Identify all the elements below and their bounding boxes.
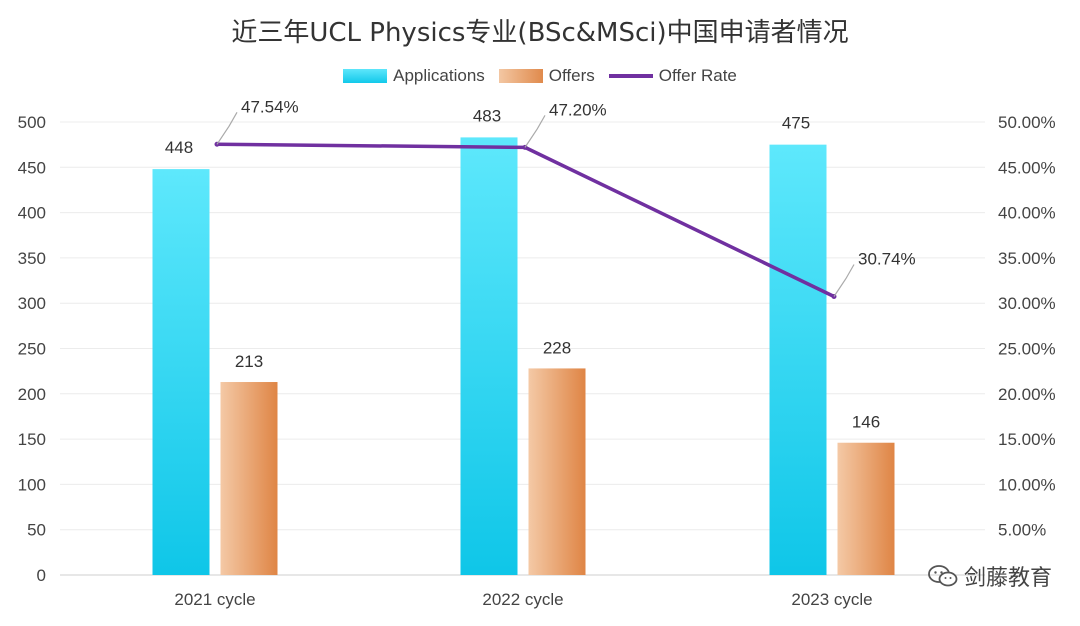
y-right-tick-label: 40.00% — [998, 204, 1056, 223]
data-label-applications: 448 — [165, 138, 193, 157]
legend-item-offer-rate: Offer Rate — [608, 66, 737, 86]
legend-swatch-applications — [343, 69, 388, 83]
bar-offers — [220, 382, 278, 575]
bar-applications — [769, 144, 827, 575]
leader-line-offer-rate — [216, 111, 238, 145]
y-left-tick-label: 0 — [37, 566, 46, 585]
chart-title: 近三年UCL Physics专业(BSc&MSci)中国申请者情况 — [231, 18, 849, 48]
leader-line-offer-rate — [524, 115, 546, 148]
bar-applications — [152, 169, 210, 575]
wechat-icon — [928, 565, 958, 587]
y-right-tick-label: 10.00% — [998, 475, 1056, 494]
x-tick-label: 2021 cycle — [174, 590, 255, 609]
y-left-tick-label: 250 — [18, 340, 46, 359]
y-left-tick-label: 450 — [18, 158, 46, 177]
data-label-offers: 213 — [235, 352, 263, 371]
brand-badge: 剑藤教育 — [928, 560, 1052, 592]
legend-label-offers: Offers — [548, 66, 595, 85]
legend-label-offer-rate: Offer Rate — [658, 66, 737, 85]
bar-offers — [528, 368, 586, 575]
bar-applications — [460, 137, 518, 576]
x-tick-label: 2023 cycle — [791, 590, 872, 609]
y-left-tick-label: 200 — [18, 385, 46, 404]
legend-item-offers: Offers — [498, 66, 595, 86]
y-right-tick-label: 20.00% — [998, 385, 1056, 404]
data-label-offer-rate: 47.20% — [549, 100, 607, 119]
legend-swatch-offers — [498, 69, 543, 83]
y-right-tick-label: 25.00% — [998, 340, 1056, 359]
data-label-applications: 475 — [782, 114, 810, 133]
data-label-offer-rate: 30.74% — [858, 249, 916, 268]
legend-label-applications: Applications — [393, 66, 485, 85]
y-left-tick-label: 500 — [18, 113, 46, 132]
y-right-tick-label: 30.00% — [998, 294, 1056, 313]
y-right-tick-label: 35.00% — [998, 249, 1056, 268]
y-right-tick-label: 15.00% — [998, 430, 1056, 449]
bar-offers — [837, 442, 895, 575]
y-right-tick-label: 50.00% — [998, 113, 1056, 132]
y-left-tick-label: 50 — [27, 521, 46, 540]
legend-item-applications: Applications — [343, 66, 485, 86]
chart-legend: Applications Offers Offer Rate — [0, 66, 1080, 86]
brand-label: 剑藤教育 — [963, 566, 1052, 591]
x-tick-label: 2022 cycle — [482, 590, 563, 609]
y-right-tick-label: 45.00% — [998, 158, 1056, 177]
data-label-offer-rate: 47.54% — [241, 97, 299, 116]
legend-swatch-offer-rate — [608, 74, 653, 78]
y-right-tick-label: 5.00% — [998, 521, 1046, 540]
leader-line-offer-rate — [833, 264, 855, 297]
data-label-offers: 228 — [543, 338, 571, 357]
y-left-tick-label: 150 — [18, 430, 46, 449]
y-left-tick-label: 100 — [18, 475, 46, 494]
y-left-tick-label: 400 — [18, 204, 46, 223]
y-left-tick-label: 350 — [18, 249, 46, 268]
data-label-applications: 483 — [473, 106, 501, 125]
data-label-offers: 146 — [852, 413, 880, 432]
y-left-tick-label: 300 — [18, 294, 46, 313]
